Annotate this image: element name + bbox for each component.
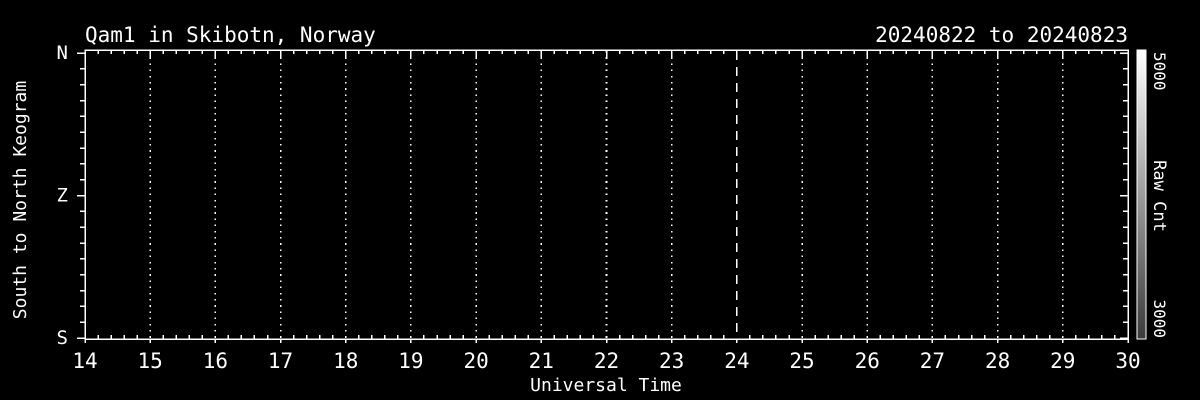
y-tick-label: Z — [57, 185, 68, 207]
x-tick-label: 16 — [203, 349, 228, 373]
x-tick-label: 25 — [789, 349, 814, 373]
x-tick-label: 24 — [724, 349, 749, 373]
axes-group: 14 15 16 17 18 19 20 21 22 23 24 25 26 27 28 29 30 N Z S — [57, 42, 1141, 373]
x-tick-label: 29 — [1050, 349, 1075, 373]
colorbar-title: Raw Cnt — [1149, 160, 1169, 232]
x-tick-label: 20 — [463, 349, 488, 373]
x-tick-label: 22 — [594, 349, 619, 373]
x-tick-label: 30 — [1115, 349, 1140, 373]
y-tick-label: S — [57, 327, 68, 349]
x-tick-label: 18 — [333, 349, 358, 373]
x-tick-label: 28 — [985, 349, 1010, 373]
x-tick-label: 27 — [920, 349, 945, 373]
colorbar-max-label: 5000 — [1150, 52, 1169, 91]
x-tick-label: 17 — [268, 349, 293, 373]
x-tick-label: 15 — [138, 349, 163, 373]
colorbar-gradient — [1136, 49, 1147, 340]
colorbar-min-label: 3000 — [1150, 299, 1169, 338]
date-range: 20240822 to 20240823 — [875, 23, 1128, 47]
x-tick-label: 19 — [398, 349, 423, 373]
plot-title: Qam1 in Skibotn, Norway — [85, 23, 376, 47]
x-tick-label: 21 — [529, 349, 554, 373]
x-tick-label: 26 — [855, 349, 880, 373]
x-tick-label: 23 — [659, 349, 684, 373]
x-axis-label: Universal Time — [530, 375, 682, 396]
y-tick-label: N — [57, 42, 68, 64]
y-axis-label: South to North Keogram — [10, 81, 31, 319]
x-tick-label: 14 — [72, 349, 97, 373]
